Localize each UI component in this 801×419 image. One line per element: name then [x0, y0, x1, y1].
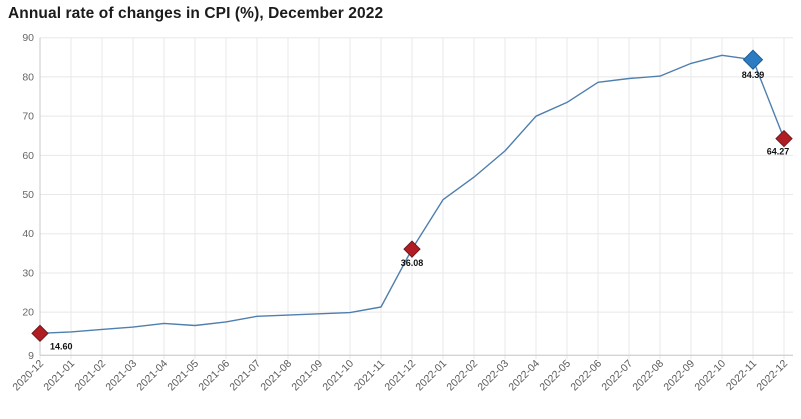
diamond-marker-2022-12 [775, 129, 793, 148]
chart-title: Annual rate of changes in CPI (%), Decem… [8, 5, 384, 22]
x-tick-label: 2021-04 [134, 358, 170, 394]
x-axis-labels: 2020-122021-012021-022021-032021-042021-… [10, 358, 790, 394]
x-tick-label: 2021-10 [320, 358, 356, 394]
x-tick-label: 2021-06 [196, 358, 232, 394]
marked-points: 14.60 36.08 84.39 64.27 [31, 49, 793, 351]
x-tick-label: 2021-01 [41, 358, 77, 394]
x-tick-label: 2021-08 [258, 358, 294, 394]
x-tick-label: 2022-03 [475, 358, 511, 394]
x-tick-label: 2021-03 [103, 358, 139, 394]
y-tick-label: 20 [22, 307, 34, 319]
y-axis-labels: 9 20 30 40 50 60 70 80 90 [22, 32, 34, 362]
diamond-marker-2022-11 [742, 49, 764, 70]
x-tick-label: 2022-12 [754, 358, 790, 394]
y-tick-label: 30 [22, 267, 34, 279]
x-tick-label: 2022-06 [568, 358, 604, 394]
x-tick-label: 2022-11 [724, 358, 759, 393]
axes [39, 37, 793, 356]
x-tick-label: 2022-01 [413, 358, 449, 394]
x-tick-label: 2022-02 [444, 358, 480, 394]
y-tick-label: 90 [22, 32, 34, 44]
x-tick-label: 2021-05 [165, 358, 201, 394]
point-value-label-2022-12: 64.27 [767, 147, 790, 157]
y-tick-label: 40 [22, 228, 34, 240]
y-tick-label: 9 [28, 350, 34, 362]
diamond-marker-2020-12 [31, 324, 49, 343]
gridlines [39, 37, 793, 360]
x-tick-label: 2022-05 [537, 358, 573, 394]
x-tick-label: 2021-02 [72, 358, 108, 394]
y-tick-label: 70 [22, 111, 34, 123]
y-tick-label: 60 [22, 150, 34, 162]
x-tick-label: 2021-12 [382, 358, 418, 394]
point-value-label-2021-12: 36.08 [401, 258, 424, 268]
x-tick-label: 2022-10 [692, 358, 728, 394]
x-tick-label: 2021-09 [289, 358, 325, 394]
x-tick-label: 2022-08 [630, 358, 666, 394]
point-value-label-2020-12: 14.60 [50, 341, 73, 351]
x-tick-label: 2021-07 [227, 358, 263, 394]
x-tick-label: 2021-11 [352, 358, 387, 393]
y-tick-label: 50 [22, 189, 34, 201]
x-tick-label: 2022-04 [506, 358, 542, 394]
x-tick-label: 2020-12 [10, 358, 46, 394]
point-value-label-2022-11: 84.39 [742, 70, 765, 80]
y-tick-label: 80 [22, 71, 34, 83]
x-tick-label: 2022-09 [661, 358, 697, 394]
diamond-marker-2021-12 [403, 240, 421, 258]
x-tick-label: 2022-07 [599, 358, 635, 394]
